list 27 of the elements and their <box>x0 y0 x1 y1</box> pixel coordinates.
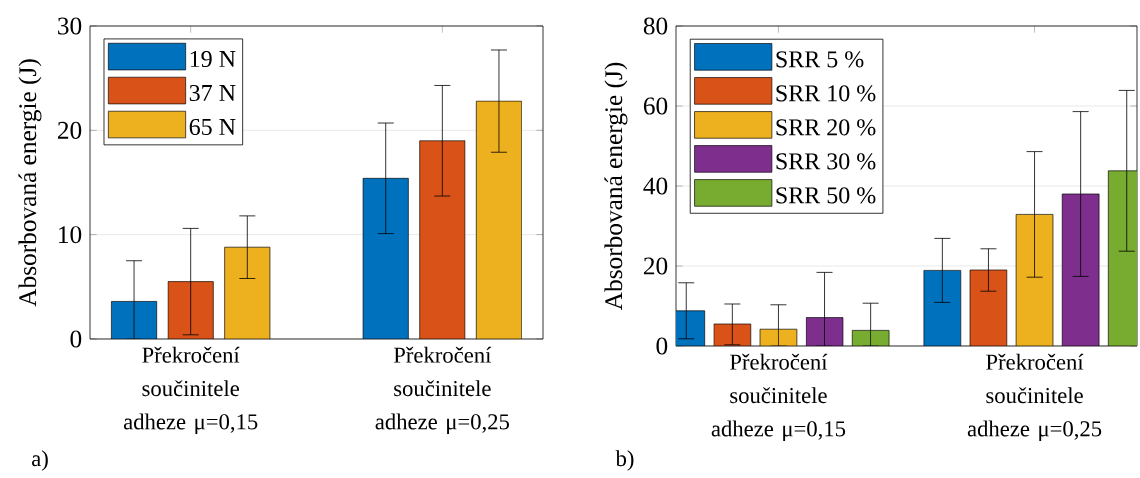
x-tick-label: Překročení součinitele adheze μ=0,15 <box>711 353 846 442</box>
y-axis-title: Absorbovaná energie (J) <box>604 62 628 311</box>
legend-label: 37 N <box>189 84 236 102</box>
y-tick-label: 20 <box>643 257 668 275</box>
text: a) <box>32 450 48 471</box>
y-tick-label: 30 <box>58 17 82 35</box>
x-tick-label: Překročení součinitele adheze μ=0,15 <box>123 346 258 435</box>
bar <box>362 177 409 339</box>
y-tick-label: 40 <box>643 177 668 195</box>
text: b) <box>615 450 634 471</box>
legend-label: SRR 20 % <box>776 119 876 136</box>
bar <box>419 140 466 339</box>
y-tick-label: 60 <box>643 97 668 115</box>
x-tick-label: Překročení součinitele adheze μ=0,25 <box>375 346 509 435</box>
legend-label: SRR 5 % <box>776 51 864 68</box>
legend-label: SRR 10 % <box>776 85 876 102</box>
y-tick-label: 80 <box>643 17 668 35</box>
legend-label: SRR 30 % <box>776 153 876 170</box>
y-tick-label: 0 <box>656 337 668 355</box>
y-tick-label: 0 <box>70 330 82 348</box>
x-tick-label: Překročení součinitele adheze μ=0,25 <box>967 353 1102 442</box>
y-tick-label: 20 <box>57 121 82 139</box>
legend-label: 19 N <box>190 50 236 68</box>
y-axis-title: Absorbovaná energie (J) <box>18 59 42 307</box>
legend-label: 65 N <box>189 118 236 136</box>
y-tick-label: 10 <box>59 226 82 244</box>
legend-label: SRR 50 % <box>776 187 876 204</box>
